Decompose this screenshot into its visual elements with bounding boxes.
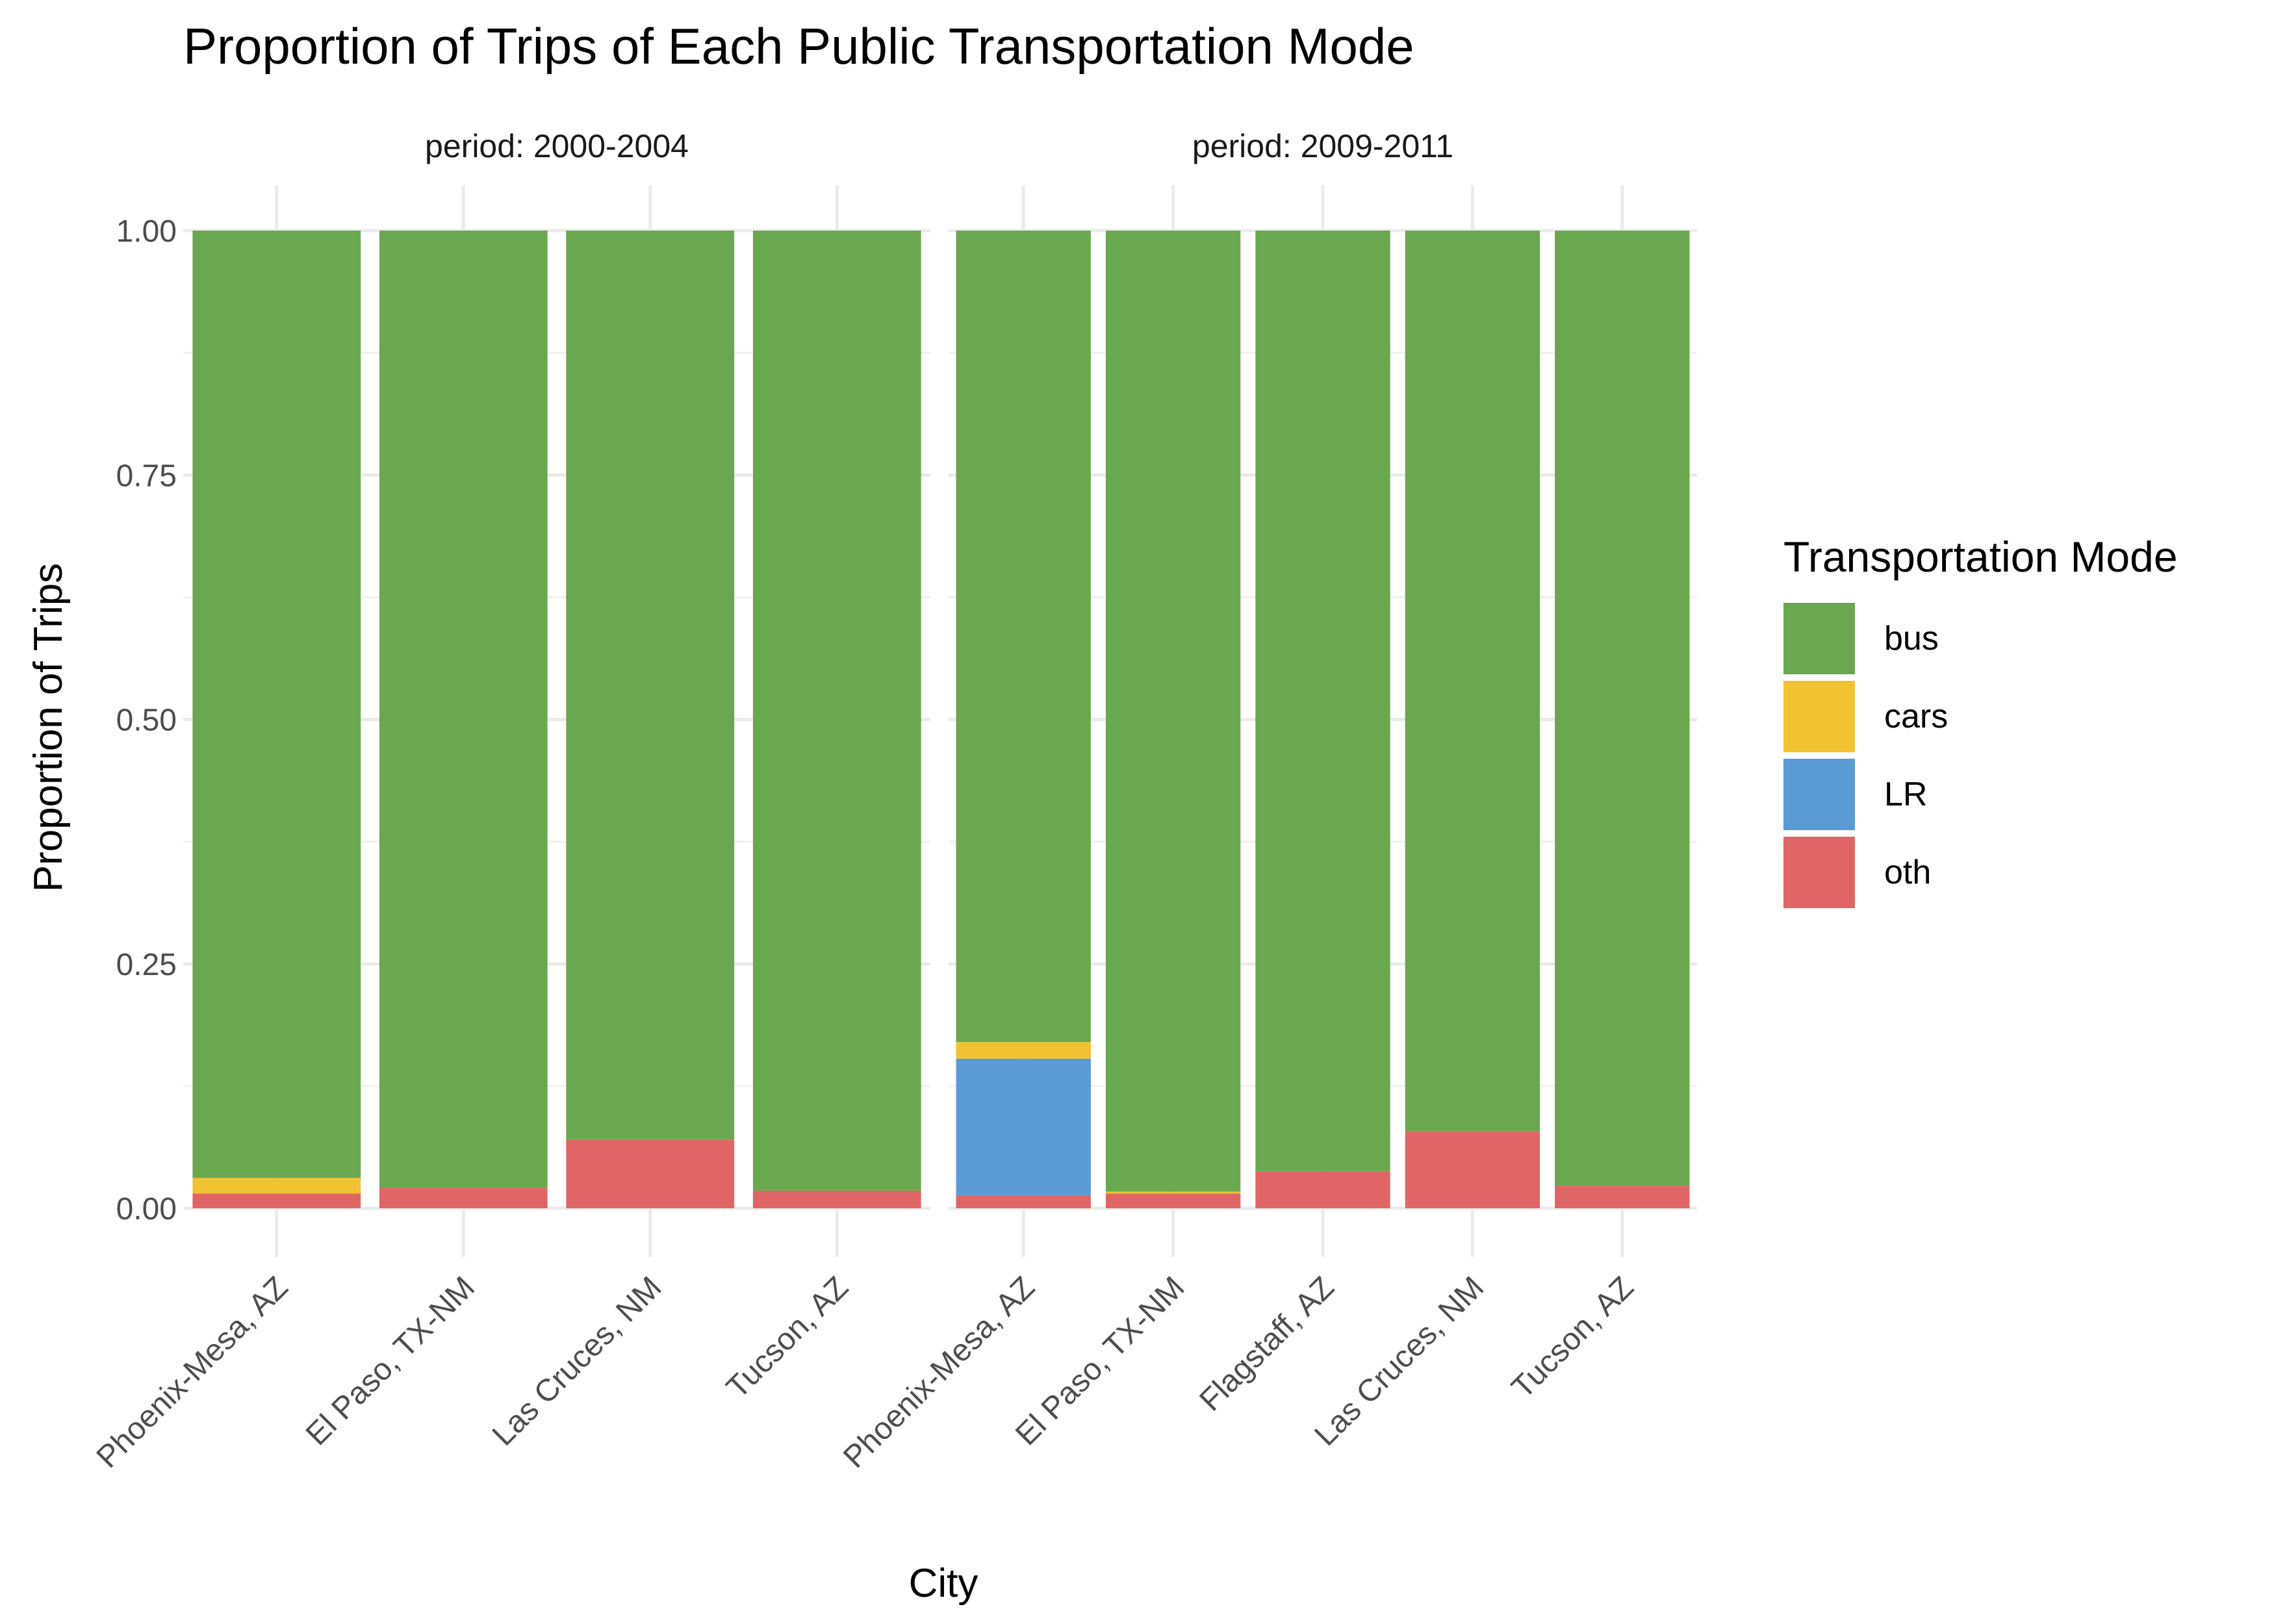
y-axis-ticks: 0.00 0.25 0.50 0.75 1.00: [116, 214, 177, 1226]
bar-segment-oth: [566, 1139, 735, 1208]
x-axis-label: City: [909, 1561, 978, 1606]
y-tick-label: 0.00: [116, 1192, 177, 1226]
y-axis-label: Proportion of Trips: [26, 563, 71, 893]
y-tick-label: 1.00: [116, 214, 177, 249]
bar-segment-cars: [956, 1042, 1091, 1059]
facet-strip-label: period: 2000-2004: [425, 128, 689, 164]
legend-label: LR: [1884, 776, 1927, 813]
legend: Transportation Mode bus cars LR oth: [1783, 533, 2178, 908]
legend-title: Transportation Mode: [1783, 533, 2178, 581]
bar-segment-oth: [192, 1193, 361, 1208]
legend-label: cars: [1884, 698, 1948, 735]
bar-segment-oth: [1105, 1193, 1241, 1208]
bar-segment-bus: [956, 231, 1091, 1043]
bar-segment-bus: [1255, 231, 1390, 1171]
bar-segment-oth: [752, 1190, 921, 1208]
bar-segment-bus: [379, 231, 548, 1188]
legend-label: oth: [1884, 854, 1931, 891]
chart-title: Proportion of Trips of Each Public Trans…: [183, 18, 1414, 75]
bar-segment-bus: [1105, 231, 1241, 1192]
bar-segment-oth: [1555, 1186, 1690, 1208]
bar-segment-bus: [752, 231, 921, 1191]
facet-strip-label: period: 2009-2011: [1192, 128, 1453, 164]
bar-segment-lr: [956, 1058, 1091, 1196]
bar-segment-oth: [956, 1195, 1091, 1208]
bar-segment-bus: [1405, 231, 1540, 1132]
bar-segment-oth: [1255, 1171, 1390, 1208]
y-tick-label: 0.75: [116, 459, 177, 493]
legend-items: bus cars LR oth: [1783, 603, 1948, 908]
legend-key-cars: [1783, 681, 1855, 752]
bar-segment-oth: [379, 1187, 548, 1208]
legend-label: bus: [1884, 620, 1939, 657]
bar-segment-cars: [1105, 1191, 1241, 1194]
bar-segment-bus: [192, 231, 361, 1178]
bar-segment-oth: [1405, 1131, 1540, 1208]
bar-segment-bus: [566, 231, 735, 1140]
bar-segment-cars: [192, 1178, 361, 1194]
legend-key-oth: [1783, 837, 1855, 908]
legend-key-bus: [1783, 603, 1855, 674]
bar-segment-bus: [1555, 231, 1690, 1186]
legend-key-lr: [1783, 759, 1855, 830]
y-tick-label: 0.50: [116, 704, 177, 738]
y-tick-label: 0.25: [116, 948, 177, 982]
